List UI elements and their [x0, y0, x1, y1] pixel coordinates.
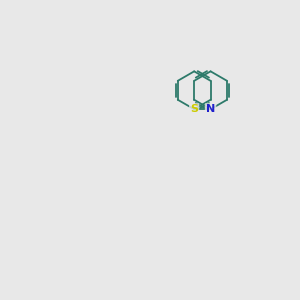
Text: S: S: [190, 104, 198, 114]
Text: N: N: [206, 104, 215, 114]
